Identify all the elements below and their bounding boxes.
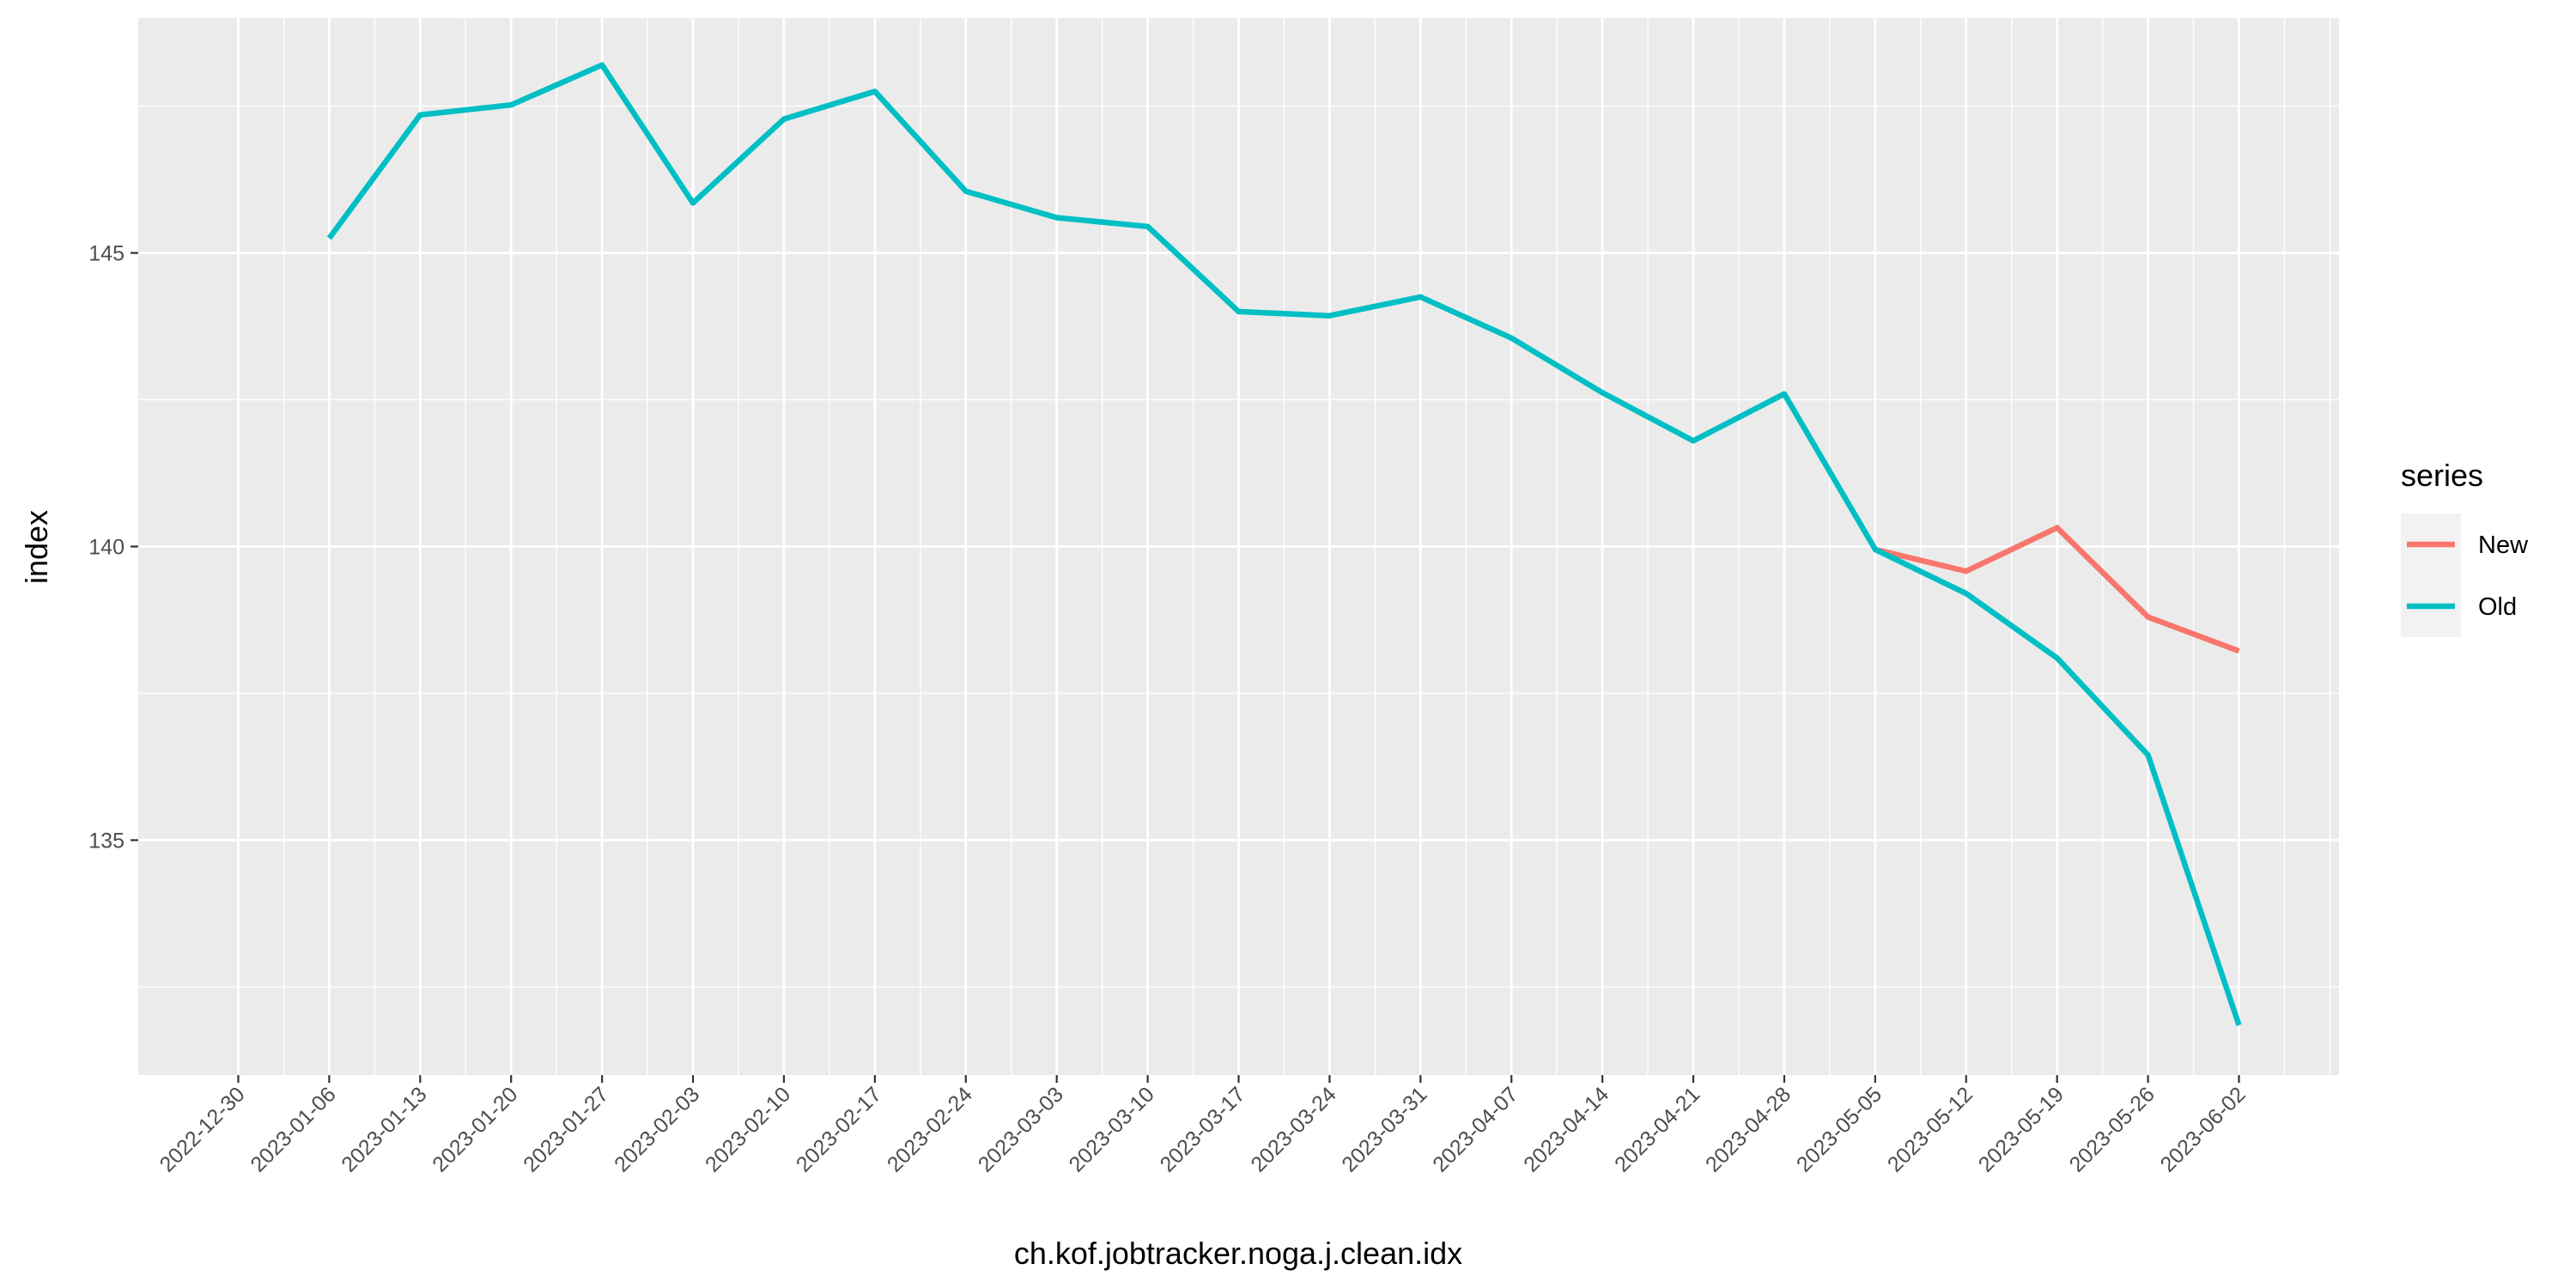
x-tick-label: 2023-04-07 <box>1428 1082 1522 1176</box>
x-tick-label: 2023-01-13 <box>337 1082 431 1176</box>
y-tick-label: 135 <box>88 829 125 853</box>
series-line-new <box>1874 525 2240 654</box>
x-tick-label: 2023-04-21 <box>1610 1082 1704 1176</box>
x-tick-label: 2022-12-30 <box>155 1082 250 1176</box>
series-line-old <box>326 62 2242 1026</box>
x-tick-label: 2023-03-03 <box>974 1082 1068 1176</box>
legend-title: series <box>2401 458 2483 493</box>
x-tick-label: 2023-06-02 <box>2156 1082 2251 1176</box>
x-tick-label: 2023-02-03 <box>610 1082 704 1176</box>
x-tick-label: 2023-01-27 <box>519 1082 613 1176</box>
y-tick-label: 145 <box>88 242 125 266</box>
x-tick-label: 2023-05-19 <box>1974 1082 2069 1176</box>
x-tick-label: 2023-04-14 <box>1519 1082 1613 1176</box>
legend-label-old: Old <box>2478 593 2517 621</box>
x-tick-label: 2023-02-17 <box>792 1082 886 1176</box>
x-tick-label: 2023-03-17 <box>1156 1082 1250 1176</box>
y-axis-title: index <box>19 510 54 584</box>
x-tick-label: 2023-04-28 <box>1701 1082 1795 1176</box>
x-axis: 2022-12-302023-01-062023-01-132023-01-20… <box>155 1075 2251 1177</box>
x-tick-label: 2023-02-24 <box>883 1082 977 1176</box>
x-tick-label: 2023-01-20 <box>428 1082 522 1176</box>
x-tick-label: 2023-05-05 <box>1792 1082 1886 1176</box>
x-tick-label: 2023-01-06 <box>246 1082 340 1176</box>
x-tick-label: 2023-03-10 <box>1065 1082 1159 1176</box>
y-axis: 135 140 145 <box>88 242 138 853</box>
x-tick-label: 2023-02-10 <box>701 1082 795 1176</box>
x-tick-label: 2023-05-12 <box>1883 1082 1978 1176</box>
major-gridlines <box>138 18 2339 1075</box>
series-lines <box>326 62 2242 1026</box>
y-tick-label: 140 <box>88 536 125 560</box>
x-tick-label: 2023-03-24 <box>1246 1082 1340 1176</box>
legend: series New Old <box>2401 458 2529 637</box>
x-tick-label: 2023-05-26 <box>2065 1082 2160 1176</box>
legend-label-new: New <box>2478 532 2529 559</box>
x-tick-label: 2023-03-31 <box>1337 1082 1431 1176</box>
x-axis-title: ch.kof.jobtracker.noga.j.clean.idx <box>1014 1236 1462 1271</box>
